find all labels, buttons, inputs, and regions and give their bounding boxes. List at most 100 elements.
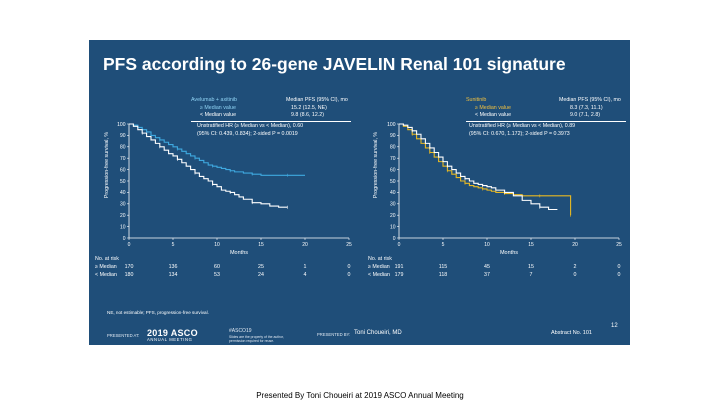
chart-1-y-tick-label: 40 [390, 190, 396, 196]
caption: Presented By Toni Choueiri at 2019 ASCO … [256, 391, 464, 400]
asco-logo-subtitle: ANNUAL MEETING [147, 337, 193, 342]
chart-0-x-tick-label: 25 [346, 242, 352, 248]
hashtag-sub-2: permission required for reuse. [229, 339, 275, 343]
left-km-chart: Progression-free survival, % 0 10 20 30 40 50… [104, 122, 352, 256]
chart-1-risk-value: 2 [573, 264, 577, 270]
chart-1-x-tick-label: 15 [528, 242, 534, 248]
chart-1-y-tick-label: 70 [390, 156, 396, 162]
hashtag-sub-1: Slides are the property of the author, [229, 335, 284, 339]
chart-1-y-tick-label: 0 [393, 236, 396, 242]
chart-0-risk-value: 136 [168, 264, 178, 270]
left-legend-stats-1: Unstratified HR (≥ Median vs < Median), … [197, 123, 304, 129]
chart-1-risk-value: 115 [438, 264, 448, 270]
chart-0-risk-value: 0 [347, 264, 351, 270]
chart-1-y-tick-label: 80 [390, 145, 396, 151]
right-legend-stats-1: Unstratified HR (≥ Median vs < Median), … [469, 123, 576, 129]
chart-0-risk-value: 0 [347, 272, 351, 278]
chart-0-x-tick-label: 10 [214, 242, 220, 248]
chart-0-x-tick-label: 20 [302, 242, 308, 248]
right-km-chart: Progression-free survival, % 0 10 20 30 40 50… [373, 122, 622, 256]
chart-1-y-tick-label: 30 [390, 202, 396, 208]
slide: PFS according to 26-gene JAVELIN Renal 1… [89, 40, 630, 345]
chart-0-y-tick-label: 20 [120, 213, 126, 219]
hashtag: #ASCO19 [229, 328, 252, 334]
left-legend-value-header: Median PFS (95% CI), mo [286, 97, 348, 103]
chart-1-risk-value: 45 [484, 264, 490, 270]
left-legend-row-low: < Median value [200, 112, 237, 119]
chart-0-x-tick-label: 0 [128, 242, 131, 248]
chart-1-x-axis-label: Months [500, 250, 518, 256]
left-legend-value-low: 9.8 (8.6, 12.2) [291, 112, 324, 119]
chart-1-x-tick-label: 0 [398, 242, 401, 248]
chart-1-y-tick-label: 90 [390, 133, 396, 139]
right-legend-row-high: ≥ Median value [475, 104, 511, 111]
chart-1-series-1-line [399, 123, 558, 211]
chart-1-y-tick-label: 10 [390, 224, 396, 230]
left-risk-row-low-label: < Median [95, 272, 117, 278]
chart-0-risk-value: 24 [258, 272, 264, 278]
footnote: NE, not estimable; PFS, progression-free… [107, 310, 209, 315]
right-risk-row-low-label: < Median [368, 272, 390, 278]
chart-0-y-tick-label: 60 [120, 167, 126, 173]
chart-1-series-0-line [399, 123, 572, 216]
chart-0-series-1-line [129, 123, 288, 208]
right-risk-row-high-label: ≥ Median [368, 264, 390, 270]
left-y-axis-label: Progression-free survival, % [104, 132, 110, 199]
chart-1-risk-value: 118 [438, 272, 448, 278]
chart-0-risk-value: 180 [124, 272, 134, 278]
chart-0-risk-value: 4 [303, 272, 307, 278]
right-risk-header: No. at risk [368, 256, 392, 262]
chart-1-risk-value: 37 [484, 272, 490, 278]
chart-0-y-tick-label: 80 [120, 145, 126, 151]
left-risk-row-high-label: ≥ Median [95, 264, 117, 270]
left-legend: Avelumab + axitinib Median PFS (95% CI),… [191, 97, 351, 141]
chart-0-y-tick-label: 100 [117, 122, 126, 128]
chart-1-x-tick-label: 25 [616, 242, 622, 248]
chart-0-y-tick-label: 0 [123, 236, 126, 242]
chart-1-x-tick-label: 20 [572, 242, 578, 248]
right-legend-value-header: Median PFS (95% CI), mo [559, 97, 621, 103]
right-y-axis-label: Progression-free survival, % [373, 132, 379, 199]
presenter-name: Toni Choueiri, MD [354, 330, 402, 336]
right-legend: Sunitinib Median PFS (95% CI), mo ≥ Medi… [466, 97, 626, 141]
left-legend-divider [191, 121, 351, 122]
chart-0-y-tick-label: 30 [120, 202, 126, 208]
chart-1-risk-value: 0 [617, 264, 621, 270]
chart-1-x-tick-label: 10 [484, 242, 490, 248]
right-legend-row-low: < Median value [475, 112, 512, 119]
asco-logo: 2019 ASCO [147, 328, 198, 338]
right-legend-header: Sunitinib [466, 97, 487, 103]
chart-0-risk-value: 25 [258, 264, 264, 270]
chart-1-y-tick-label: 50 [390, 179, 396, 185]
chart-0-x-axis-label: Months [230, 250, 248, 256]
left-risk-header: No. at risk [95, 256, 119, 262]
chart-1-risk-value: 7 [529, 272, 533, 278]
abstract-number: Abstract No. 101 [551, 330, 592, 336]
chart-0-series-0-line [129, 123, 305, 176]
left-legend-stats-2: (95% CI: 0.439, 0.834); 2-sided P = 0.00… [197, 130, 298, 137]
chart-1-risk-value: 179 [394, 272, 404, 278]
page-number: 12 [611, 323, 618, 329]
right-legend-stats-2: (95% CI: 0.670, 1.172); 2-sided P = 0.39… [469, 130, 570, 137]
chart-0-risk-value: 53 [214, 272, 220, 278]
chart-0-risk-value: 134 [168, 272, 178, 278]
slide-footer: PRESENTED AT: [89, 327, 630, 345]
chart-0-risk-value: 60 [214, 264, 220, 270]
chart-0-risk-value: 1 [303, 264, 307, 270]
slide-title: PFS according to 26-gene JAVELIN Renal 1… [103, 54, 566, 74]
chart-1-risk-value: 0 [573, 272, 577, 278]
chart-0-y-tick-label: 50 [120, 179, 126, 185]
chart-1-y-tick-label: 20 [390, 213, 396, 219]
chart-1-risk-value: 15 [528, 264, 534, 270]
chart-0-y-tick-label: 10 [120, 224, 126, 230]
chart-1-y-tick-label: 100 [387, 122, 396, 128]
right-legend-divider [466, 121, 626, 122]
chart-0-risk-value: 170 [124, 264, 134, 270]
chart-0-y-tick-label: 40 [120, 190, 126, 196]
presented-by-label: PRESENTED BY: [317, 332, 351, 337]
left-legend-header: Avelumab + axitinib [191, 97, 237, 103]
chart-0-y-tick-label: 70 [120, 156, 126, 162]
chart-1-risk-value: 191 [394, 264, 404, 270]
chart-0-x-tick-label: 15 [258, 242, 264, 248]
left-legend-value-high: 15.2 (12.5, NE) [291, 104, 327, 111]
